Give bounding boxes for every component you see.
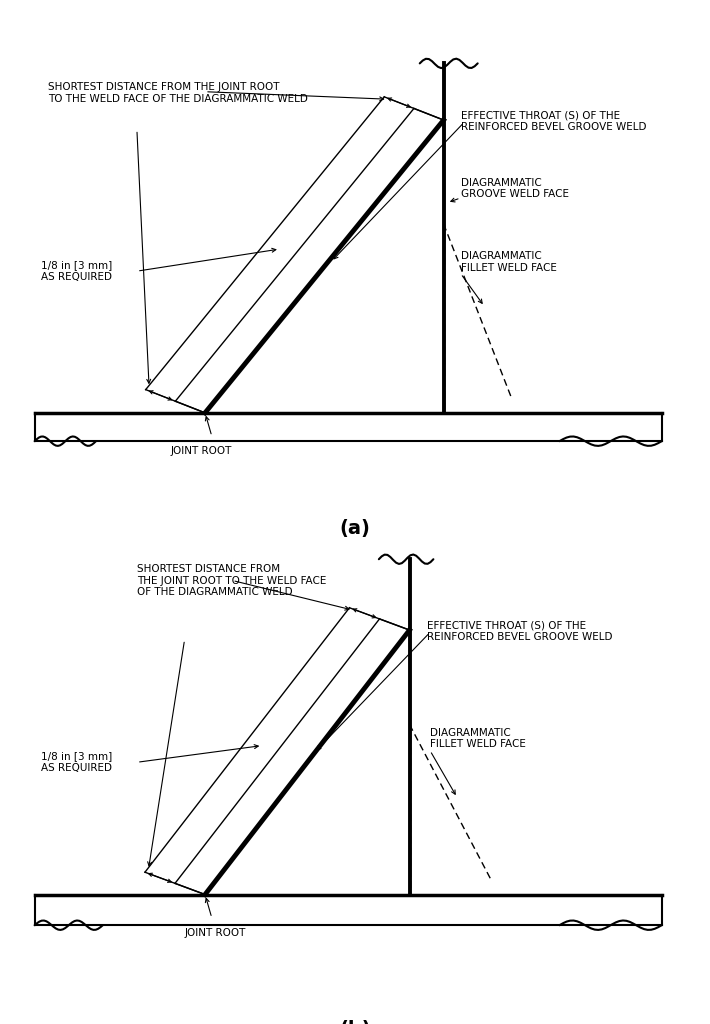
Text: 1/8 in [3 mm]
AS REQUIRED: 1/8 in [3 mm] AS REQUIRED <box>41 260 113 282</box>
Text: JOINT ROOT: JOINT ROOT <box>185 928 246 938</box>
Text: SHORTEST DISTANCE FROM
THE JOINT ROOT TO THE WELD FACE
OF THE DIAGRAMMATIC WELD: SHORTEST DISTANCE FROM THE JOINT ROOT TO… <box>137 564 327 597</box>
Text: DIAGRAMMATIC
FILLET WELD FACE: DIAGRAMMATIC FILLET WELD FACE <box>430 728 526 750</box>
Text: SHORTEST DISTANCE FROM THE JOINT ROOT
TO THE WELD FACE OF THE DIAGRAMMATIC WELD: SHORTEST DISTANCE FROM THE JOINT ROOT TO… <box>48 82 308 103</box>
Text: DIAGRAMMATIC
FILLET WELD FACE: DIAGRAMMATIC FILLET WELD FACE <box>461 251 557 272</box>
Text: 1/8 in [3 mm]
AS REQUIRED: 1/8 in [3 mm] AS REQUIRED <box>41 752 113 773</box>
Text: EFFECTIVE THROAT (S) OF THE
REINFORCED BEVEL GROOVE WELD: EFFECTIVE THROAT (S) OF THE REINFORCED B… <box>427 621 612 642</box>
Text: JOINT ROOT: JOINT ROOT <box>171 445 232 456</box>
Text: EFFECTIVE THROAT (S) OF THE
REINFORCED BEVEL GROOVE WELD: EFFECTIVE THROAT (S) OF THE REINFORCED B… <box>461 111 646 132</box>
Text: (a): (a) <box>339 519 371 538</box>
Text: (b): (b) <box>339 1020 371 1024</box>
Text: DIAGRAMMATIC
GROOVE WELD FACE: DIAGRAMMATIC GROOVE WELD FACE <box>461 178 569 200</box>
